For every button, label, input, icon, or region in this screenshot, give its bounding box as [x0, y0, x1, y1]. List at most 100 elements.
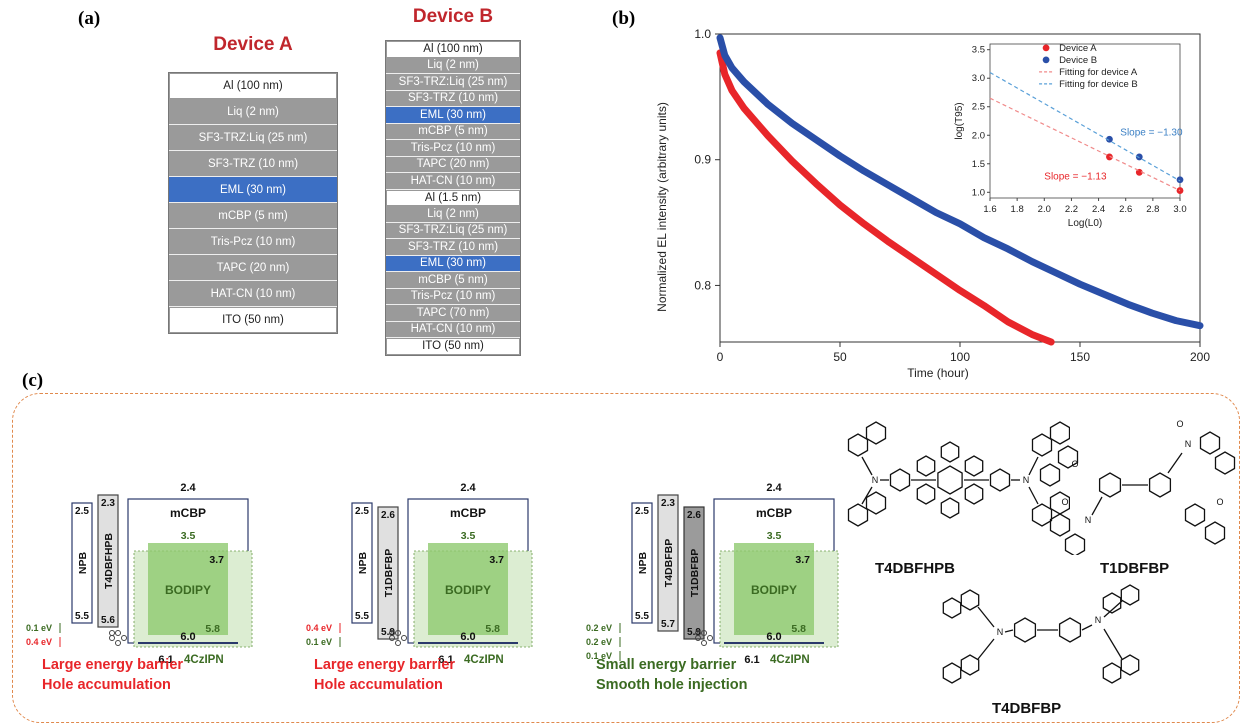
ring: [942, 662, 962, 684]
ring: [847, 433, 869, 457]
hole-symbol: [389, 635, 395, 641]
atom-label: O: [1216, 497, 1223, 507]
hole-symbol: [701, 630, 707, 636]
molecule-name-t1dbfbp: T1DBFBP: [1100, 560, 1170, 577]
barrier-label: 0.1 eV: [26, 623, 52, 633]
hole-symbol: [707, 635, 713, 641]
layer-tris-pcz-10-nm-: Tris-Pcz (10 nm): [169, 229, 337, 255]
layer-mcbp-5-nm-: mCBP (5 nm): [386, 272, 520, 289]
ring: [1057, 445, 1079, 469]
layer-tapc-20-nm-: TAPC (20 nm): [386, 156, 520, 173]
ring: [1148, 472, 1172, 498]
layer-sf3-trz-liq-25-nm-: SF3-TRZ:Liq (25 nm): [169, 125, 337, 151]
device-b-title: Device B: [412, 6, 494, 27]
inset-y-tick-label: 2.5: [972, 102, 985, 113]
tadf-label: 4CzIPN: [770, 654, 810, 666]
ring: [960, 589, 980, 611]
layer-sf3-trz-10-nm-: SF3-TRZ (10 nm): [386, 90, 520, 107]
emitter-label: BODIPY: [445, 583, 491, 597]
layer-sf3-trz-liq-25-nm-: SF3-TRZ:Liq (25 nm): [386, 74, 520, 91]
hole-symbol: [395, 630, 401, 636]
emitter-lumo: 3.5: [767, 530, 782, 542]
inset-x-tick-label: 2.4: [1092, 204, 1105, 215]
molecule-name-t4dbfbp: T4DBFBP: [992, 700, 1062, 717]
note-1-line-1: Large energy barrier: [42, 657, 184, 673]
hole-symbol: [695, 635, 701, 641]
phenyl-ring: [940, 441, 960, 463]
fit-line-2: [989, 97, 1181, 192]
phenyl-ring: [940, 497, 960, 519]
atom-label: N: [997, 627, 1004, 637]
layer-al-100-nm-: Al (100 nm): [169, 73, 337, 99]
bond: [1103, 600, 1123, 618]
htm-bar-npb: [71, 502, 93, 624]
layer-hat-cn-10-nm-: HAT-CN (10 nm): [169, 281, 337, 307]
note-3: Small energy barrier Smooth hole injecti…: [596, 655, 747, 695]
layer-sf3-trz-10-nm-: SF3-TRZ (10 nm): [386, 239, 520, 256]
device-b-stack: Al (100 nm) Liq (2 nm) SF3-TRZ:Liq (25 nm)…: [385, 40, 521, 356]
series-line-2: [716, 34, 1204, 330]
slope-annotation-b: Slope = −1.30: [1120, 127, 1183, 138]
tadf-lumo: 3.7: [795, 554, 810, 566]
host-label: mCBP: [450, 506, 486, 520]
ring: [1102, 592, 1122, 614]
hole-symbol: [121, 635, 127, 641]
legend-swatch: [1042, 56, 1050, 64]
x-tick-label: 150: [1070, 350, 1090, 364]
htm-bar-t4dbfbp: [657, 494, 679, 632]
ring: [1098, 472, 1122, 498]
barrier-label: 0.2 eV: [586, 637, 612, 647]
emitter-homo: 5.8: [205, 623, 220, 635]
emitter-label: BODIPY: [165, 583, 211, 597]
ring: [960, 654, 980, 676]
htm-homo: 5.5: [635, 611, 649, 622]
layer-tapc-20-nm-: TAPC (20 nm): [169, 255, 337, 281]
htm-homo: 5.6: [101, 615, 115, 626]
data-point: [1135, 153, 1143, 161]
ring: [1184, 503, 1206, 527]
y-tick-label: 0.8: [694, 278, 711, 292]
core-ring: [937, 465, 963, 495]
ring: [1204, 521, 1226, 545]
atom-label: N: [1023, 475, 1030, 485]
emitter-box: [148, 543, 228, 635]
layer-liq-2-nm-: Liq (2 nm): [386, 57, 520, 74]
ring: [942, 597, 962, 619]
atom-label: N: [1085, 515, 1092, 525]
atom-label: N: [1185, 439, 1192, 449]
tadf-lumo: 3.7: [489, 554, 504, 566]
ring: [865, 421, 887, 445]
layer-sf3-trz-10-nm-: SF3-TRZ (10 nm): [169, 151, 337, 177]
inset-frame: [989, 43, 1181, 199]
htm-lumo: 2.6: [687, 510, 701, 521]
htm-label-npb: NPB: [637, 551, 649, 574]
legend-swatch: [1042, 44, 1050, 52]
htm-homo: 5.5: [355, 611, 369, 622]
hole-symbol: [395, 640, 401, 646]
data-point: [1106, 153, 1113, 161]
ring: [1064, 533, 1086, 555]
tadf-lumo: 3.7: [209, 554, 224, 566]
htm-homo: 5.5: [75, 611, 89, 622]
bond: [861, 486, 873, 505]
emitter-label: BODIPY: [751, 583, 797, 597]
htm-label-t4dbfhpb: T4DBFHPB: [103, 533, 115, 589]
y-tick-label: 1.0: [694, 27, 711, 41]
panel-label-b: (b): [612, 8, 636, 29]
htm-lumo: 2.5: [75, 506, 89, 517]
hole-symbol: [401, 635, 407, 641]
emitter-homo: 5.8: [485, 623, 500, 635]
htm-bar-npb: [631, 502, 653, 624]
note-2: Large energy barrier Hole accumulation: [314, 655, 455, 695]
phenyl-ring: [889, 468, 911, 492]
emitter-box: [428, 543, 508, 635]
layer-liq-2-nm-: Liq (2 nm): [386, 206, 520, 223]
tadf-homo: 6.1: [158, 654, 173, 666]
phenyl-ring: [964, 455, 984, 477]
ring: [1049, 513, 1071, 537]
htm-lumo: 2.3: [101, 498, 115, 509]
layer-liq-2-nm-: Liq (2 nm): [169, 99, 337, 125]
layer-mcbp-5-nm-: mCBP (5 nm): [386, 123, 520, 140]
inset-y-axis-label: log(T95): [954, 102, 965, 139]
